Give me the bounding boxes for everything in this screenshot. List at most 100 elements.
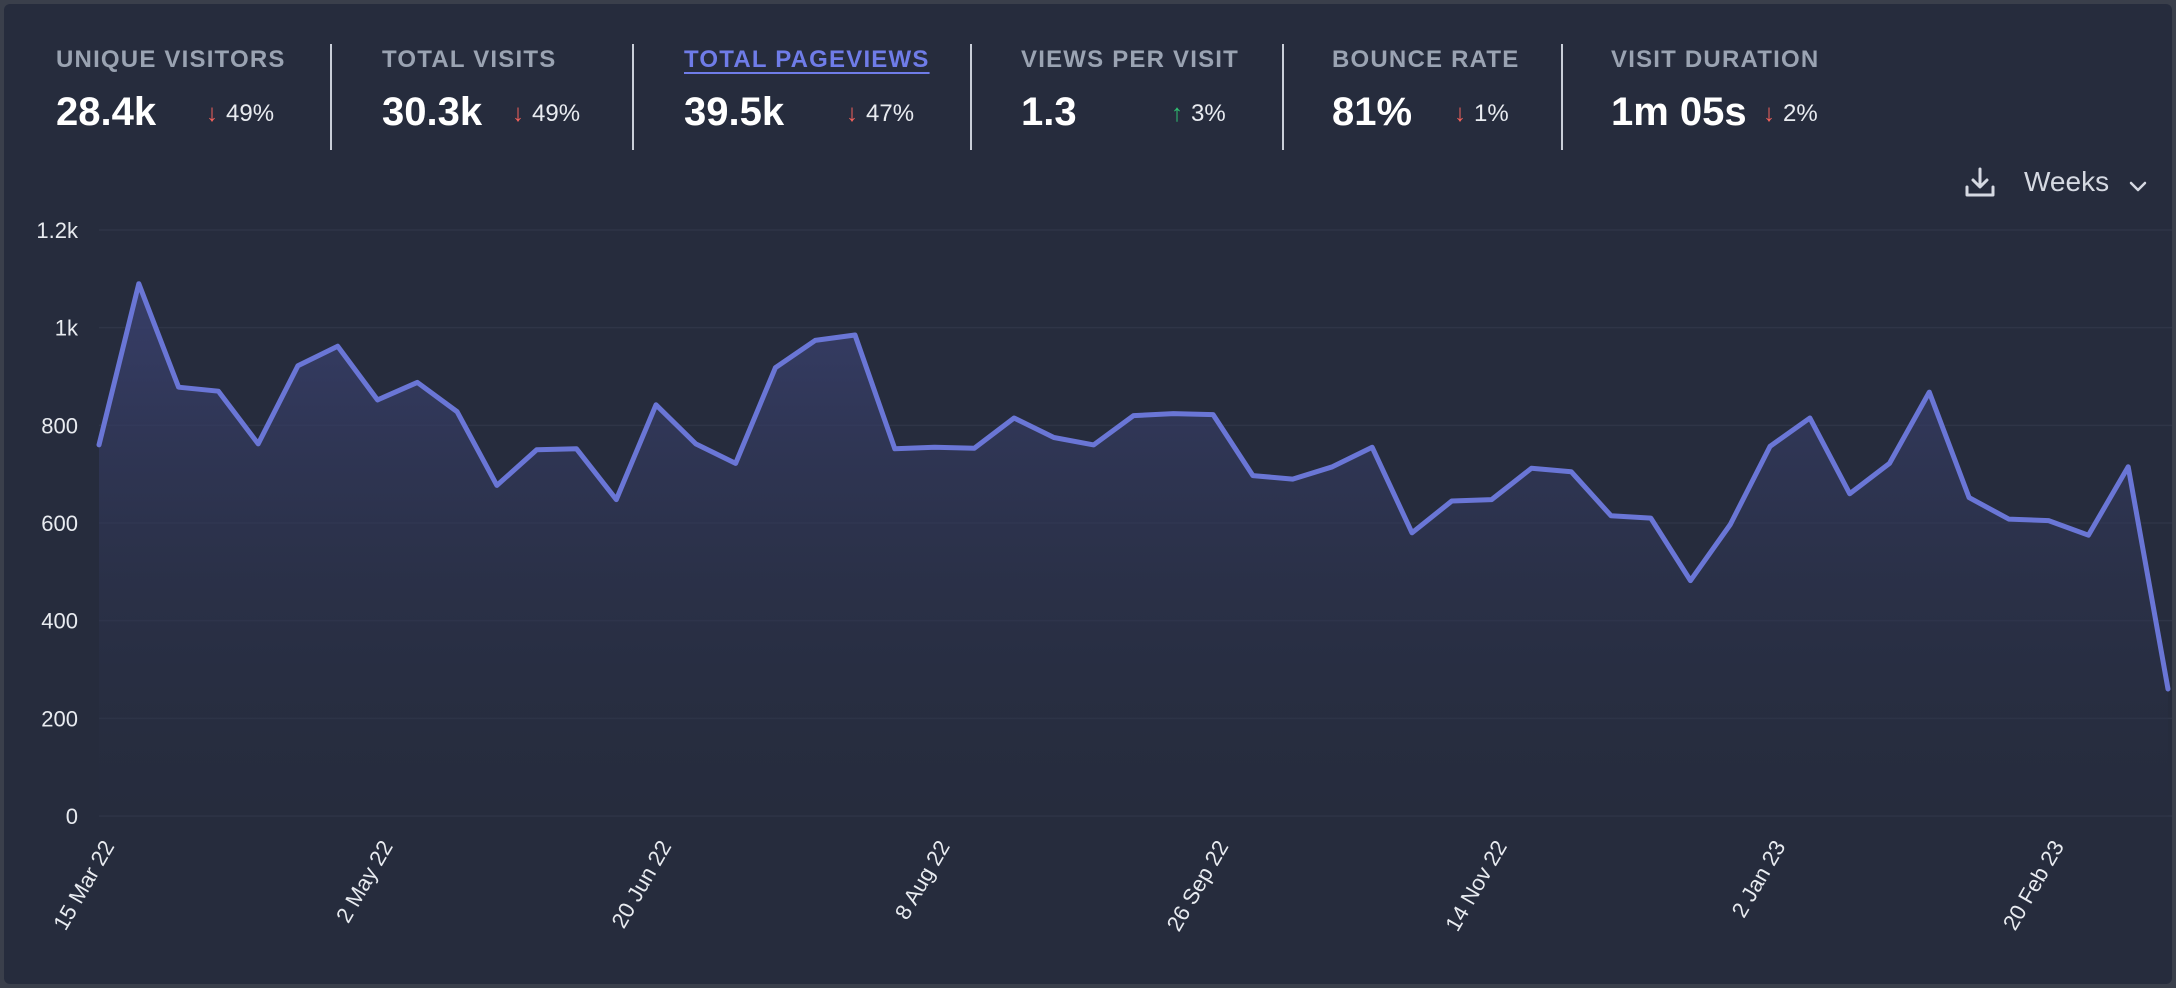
data-point[interactable] [451,406,463,418]
data-point[interactable] [610,494,622,506]
metric-value: 1m 05s [1611,90,1747,134]
metric-label[interactable]: VISIT DURATION [1611,46,1820,73]
metric-change: ↓ 2% [1763,100,1818,128]
metric-change: ↑ 3% [1171,100,1226,128]
data-point[interactable] [332,340,344,352]
data-point[interactable] [968,442,980,454]
data-point[interactable] [1008,412,1020,424]
arrow-up-icon: ↑ [1171,100,1183,127]
y-tick-label: 1k [55,316,79,341]
data-point[interactable] [1247,470,1259,482]
data-point[interactable] [571,443,583,455]
metric-label[interactable]: UNIQUE VISITORS [56,46,286,73]
data-point[interactable] [769,362,781,374]
data-point[interactable] [1923,386,1935,398]
x-tick-label: 2 Jan 23 [1727,836,1791,922]
data-point[interactable] [2003,513,2015,525]
arrow-down-icon: ↓ [846,100,858,127]
data-point[interactable] [1048,432,1060,444]
metric-change-value: 47% [866,100,915,127]
data-point[interactable] [93,439,105,451]
data-point[interactable] [1128,410,1140,422]
metrics-bar: UNIQUE VISITORS 28.4k ↓ 49% TOTAL VISITS 30.3… [4,4,2172,154]
metric-divider [970,44,972,150]
data-point[interactable] [531,444,543,456]
metric-change: ↓ 47% [846,100,914,128]
data-point[interactable] [929,441,941,453]
data-point[interactable] [2082,529,2094,541]
data-point[interactable] [889,443,901,455]
metric-change: ↓ 1% [1454,100,1509,128]
data-point[interactable] [809,334,821,346]
data-point[interactable] [849,329,861,341]
interval-select[interactable]: Weeks [2024,166,2147,202]
data-point[interactable] [1764,440,1776,452]
data-point[interactable] [2043,515,2055,527]
metric-change-value: 49% [226,100,275,127]
data-point[interactable] [1645,512,1657,524]
y-tick-label: 0 [66,804,78,829]
metric-label[interactable]: TOTAL PAGEVIEWS [684,46,930,73]
metric-label[interactable]: BOUNCE RATE [1332,46,1520,73]
data-point[interactable] [1724,519,1736,531]
metric-change: ↓ 49% [206,100,274,128]
series-area [99,283,2168,816]
x-tick-label: 26 Sep 22 [1162,836,1234,935]
data-point[interactable] [1525,462,1537,474]
metric-divider [632,44,634,150]
data-point[interactable] [1884,457,1896,469]
metric-value: 39.5k [684,90,785,134]
y-tick-label: 400 [41,609,78,634]
arrow-down-icon: ↓ [512,100,524,127]
data-point[interactable] [133,278,145,290]
data-point[interactable] [1486,494,1498,506]
x-tick-label: 20 Jun 22 [606,836,676,932]
data-point[interactable] [173,381,185,393]
data-point[interactable] [1326,461,1338,473]
metric-change-value: 49% [532,100,581,127]
data-point[interactable] [1167,408,1179,420]
x-tick-label: 2 May 22 [331,836,398,927]
series-line[interactable] [96,281,2171,692]
data-point[interactable] [1844,488,1856,500]
data-point[interactable] [372,394,384,406]
data-point[interactable] [1088,439,1100,451]
metric-change: ↓ 49% [512,100,580,128]
data-point[interactable] [1207,409,1219,421]
data-point[interactable] [730,457,742,469]
data-point[interactable] [212,385,224,397]
data-point[interactable] [252,438,264,450]
metric-label[interactable]: TOTAL VISITS [382,46,557,73]
data-point[interactable] [1287,473,1299,485]
data-point[interactable] [1963,492,1975,504]
data-point[interactable] [650,399,662,411]
metric-change-value: 1% [1474,100,1509,127]
metric-divider [330,44,332,150]
arrow-down-icon: ↓ [1454,100,1466,127]
data-point[interactable] [1804,412,1816,424]
metric-change-value: 2% [1783,100,1818,127]
download-icon-glyph [1965,167,1995,197]
download-icon[interactable] [1962,164,1998,200]
data-point[interactable] [1446,495,1458,507]
data-point[interactable] [1366,441,1378,453]
analytics-card: UNIQUE VISITORS 28.4k ↓ 49% TOTAL VISITS 30.3… [4,4,2172,984]
chevron-down-icon [2129,168,2147,200]
data-point[interactable] [1565,466,1577,478]
data-point[interactable] [1605,510,1617,522]
x-tick-label: 15 Mar 22 [48,836,119,934]
data-point[interactable] [292,360,304,372]
y-tick-label: 600 [41,511,78,536]
data-point[interactable] [1406,527,1418,539]
x-tick-label: 20 Feb 23 [1998,836,2069,934]
data-point[interactable] [690,438,702,450]
data-point[interactable] [2122,461,2134,473]
data-point[interactable] [491,479,503,491]
data-point[interactable] [1685,575,1697,587]
metric-change-value: 3% [1191,100,1226,127]
metric-value: 1.3 [1021,90,1077,134]
metric-label[interactable]: VIEWS PER VISIT [1021,46,1240,73]
data-point[interactable] [411,376,423,388]
metric-divider [1282,44,1284,150]
y-tick-label: 1.2k [36,218,79,243]
